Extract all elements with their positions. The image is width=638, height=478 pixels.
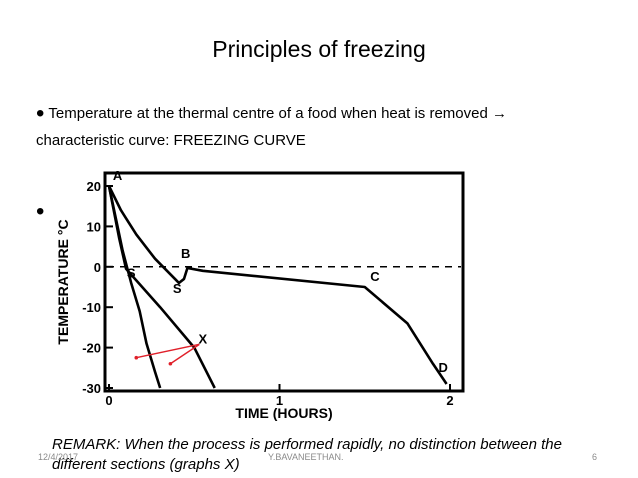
- series-line-3: [107, 185, 216, 389]
- x-pointer-arrow: [169, 343, 200, 365]
- y-tick-label: -20: [82, 341, 101, 356]
- x-tick-label: 0: [105, 393, 112, 408]
- footer-date: 12/4/2017: [38, 452, 79, 462]
- y-axis-label: TEMPERATURE °C: [55, 219, 71, 344]
- x-tick-label: 1: [276, 393, 283, 408]
- point-label: C: [370, 269, 380, 284]
- bullet-dot-icon: •: [36, 100, 45, 127]
- point-label: X: [198, 332, 207, 347]
- freezing-curve-chart: 20 10 0 -10 -20 -30 0 1 2 A S S B C D X TEMPERATURE °C …: [50, 168, 480, 424]
- x-pointer-arrowhead: [168, 361, 173, 366]
- footer-author: Y.BAVANEETHAN.: [268, 452, 344, 462]
- x-pointer-arrow: [136, 343, 200, 359]
- y-tick-label: -30: [82, 381, 101, 396]
- point-label: D: [438, 360, 447, 375]
- y-tick-label: 10: [87, 219, 101, 234]
- y-tick-label: 20: [87, 179, 101, 194]
- y-tick-label: 0: [94, 260, 101, 275]
- y-tick-label: -10: [82, 300, 101, 315]
- footer-page-number: 6: [592, 452, 598, 462]
- x-pointer-arrowhead: [134, 355, 139, 360]
- x-axis-label: TIME (HOURS): [235, 405, 332, 421]
- bullet-1-continuation: characteristic curve: FREEZING CURVE: [36, 132, 306, 149]
- remark-text: REMARK: When the process is performed ra…: [52, 436, 562, 473]
- series-line-1: [107, 185, 448, 385]
- point-label: S: [127, 265, 136, 280]
- bullet-1-text: Temperature at the thermal centre of a f…: [48, 105, 507, 122]
- point-label: A: [113, 168, 123, 183]
- slide-title: Principles of freezing: [212, 36, 426, 62]
- bullet-line-1: • Temperature at the thermal centre of a …: [36, 100, 507, 128]
- point-label: B: [181, 246, 190, 261]
- bullet-dot-icon: •: [36, 198, 45, 225]
- x-tick-label: 2: [446, 393, 453, 408]
- point-label: S: [173, 281, 182, 296]
- chart-frame: [103, 171, 465, 393]
